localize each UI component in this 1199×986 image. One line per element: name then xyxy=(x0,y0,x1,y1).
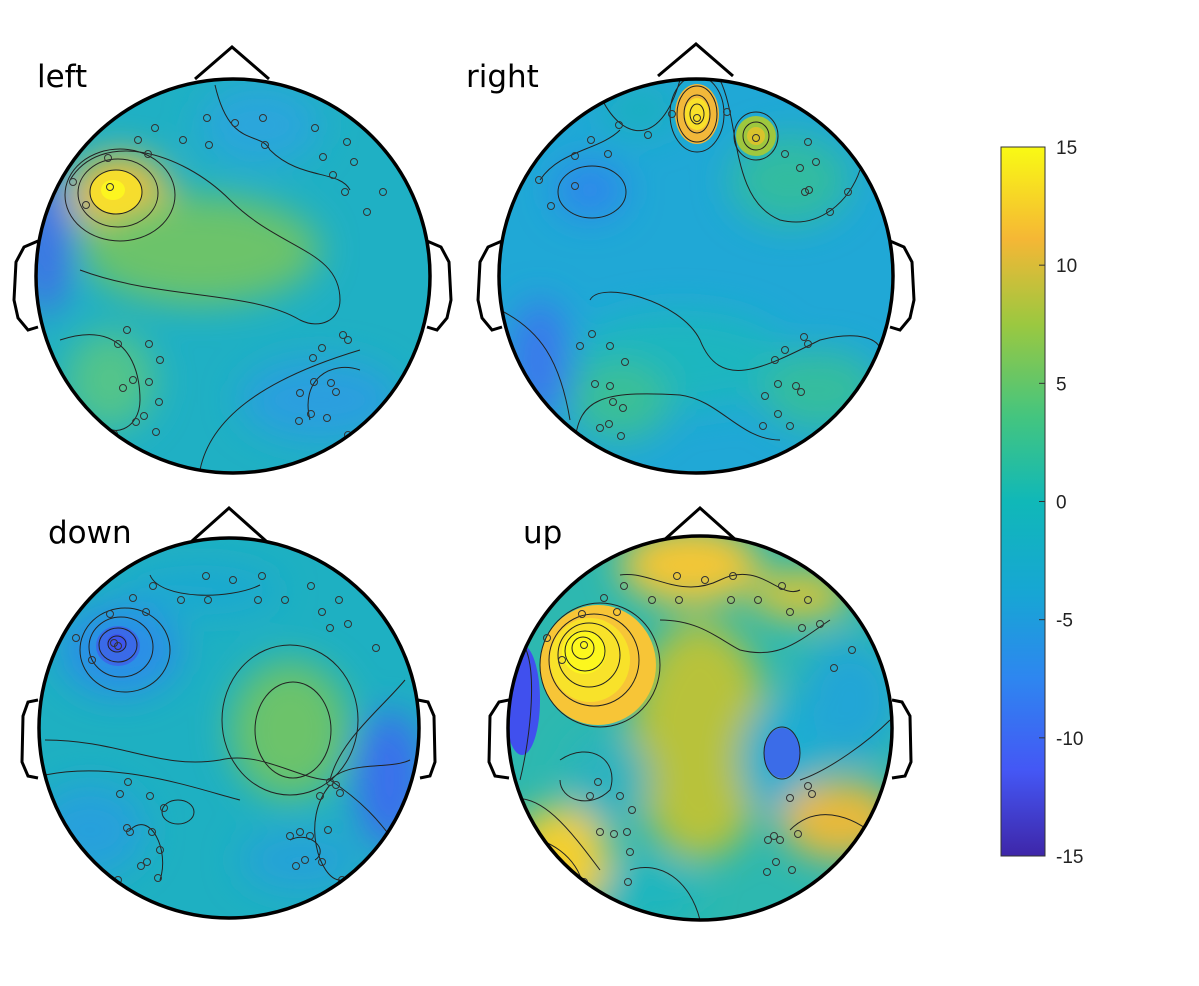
colorbar: 15 10 5 0 -5 -10 -15 xyxy=(1000,138,1083,868)
panel-title-left: left xyxy=(37,59,87,95)
head-outline xyxy=(37,536,421,920)
panel-title-right: right xyxy=(466,59,539,95)
colorbar-tick-label: -10 xyxy=(1056,729,1083,750)
electrode-markers xyxy=(69,114,387,439)
left-ear-outline xyxy=(487,698,510,780)
nose-outline xyxy=(191,505,267,543)
left-ear-outline xyxy=(476,239,503,332)
panel-left: left xyxy=(12,45,453,475)
nose-outline xyxy=(662,505,738,543)
contour-lines xyxy=(44,574,411,881)
panel-up: up xyxy=(487,505,913,922)
left-ear-outline xyxy=(12,239,39,332)
right-ear-outline xyxy=(891,698,913,780)
colorbar-tick-label: -15 xyxy=(1056,847,1083,868)
right-ear-outline xyxy=(426,239,453,332)
head-outline xyxy=(506,534,894,922)
electrode-markers xyxy=(535,108,852,444)
nose-outline xyxy=(657,42,734,78)
panel-title-up: up xyxy=(523,515,562,551)
colorbar-tick-label: 15 xyxy=(1056,138,1077,159)
colorbar-tick-label: 10 xyxy=(1056,256,1077,277)
colorbar-ticks: 15 10 5 0 -5 -10 -15 xyxy=(1039,138,1083,868)
colorbar-gradient xyxy=(1000,146,1046,857)
panel-right: right xyxy=(466,42,916,475)
head-outline xyxy=(497,77,895,475)
electrode-markers xyxy=(72,572,380,884)
colorbar-tick-label: 5 xyxy=(1056,374,1067,395)
panel-title-down: down xyxy=(48,515,132,551)
head-outline xyxy=(34,77,432,475)
panel-down: down xyxy=(20,505,437,920)
right-ear-outline xyxy=(889,239,916,332)
electrode-markers xyxy=(543,572,856,888)
nose-outline xyxy=(194,45,270,81)
colorbar-tick-label: -5 xyxy=(1056,611,1073,632)
scalp-map xyxy=(36,79,430,473)
colorbar-tick-label: 0 xyxy=(1056,493,1067,514)
left-ear-outline xyxy=(20,698,39,780)
right-ear-outline xyxy=(417,698,437,780)
